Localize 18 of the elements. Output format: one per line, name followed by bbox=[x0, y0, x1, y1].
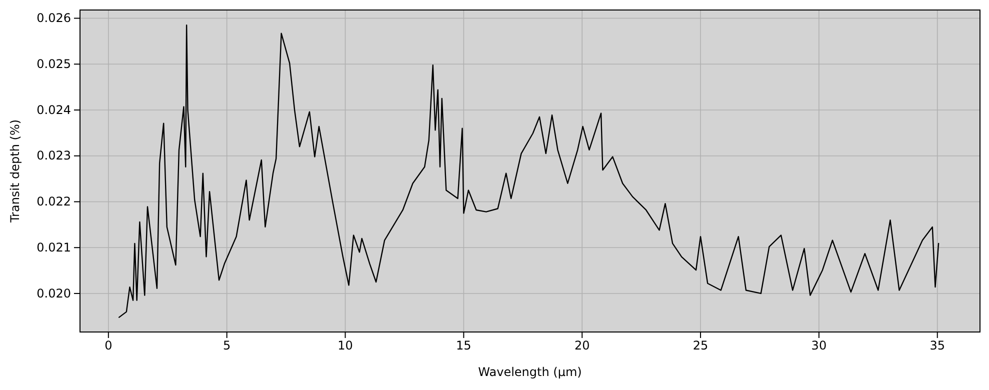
y-tick-label: 0.026 bbox=[36, 11, 71, 26]
y-axis-title: Transit depth (%) bbox=[8, 119, 22, 224]
y-tick-label: 0.021 bbox=[36, 240, 71, 254]
x-tick-label: 20 bbox=[574, 338, 590, 353]
x-axis-title: Wavelength (μm) bbox=[478, 365, 582, 379]
y-tick-label: 0.025 bbox=[36, 56, 71, 71]
x-tick-label: 5 bbox=[223, 338, 231, 353]
line-series bbox=[118, 24, 940, 318]
y-tick-label: 0.023 bbox=[36, 148, 71, 163]
x-tick-label: 30 bbox=[811, 338, 827, 353]
y-tick-label: 0.022 bbox=[36, 194, 71, 209]
y-tick-label: 0.020 bbox=[36, 286, 71, 300]
x-tick-label: 0 bbox=[104, 338, 112, 353]
x-tick-label: 25 bbox=[692, 338, 708, 353]
y-tick-label: 0.024 bbox=[36, 102, 71, 117]
x-tick-label: 10 bbox=[338, 338, 353, 353]
x-tick-label: 15 bbox=[456, 338, 472, 353]
x-tick-label: 35 bbox=[930, 338, 946, 353]
